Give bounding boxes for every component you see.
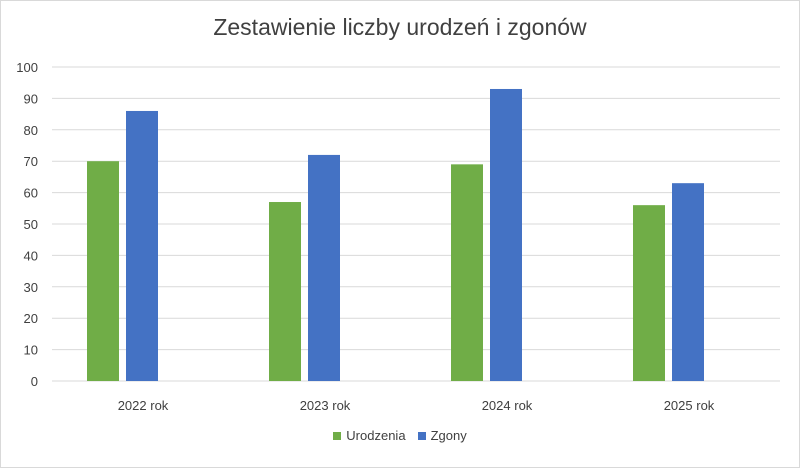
- chart-legend: Urodzenia Zgony: [0, 428, 800, 443]
- x-tick-label: 2024 rok: [482, 398, 533, 413]
- y-tick-label: 30: [24, 280, 38, 295]
- y-tick-label: 80: [24, 123, 38, 138]
- legend-swatch: [333, 431, 342, 440]
- bar-zgony-2: [308, 154, 340, 381]
- y-tick-label: 100: [16, 60, 38, 75]
- y-tick-label: 60: [24, 186, 38, 201]
- bar-zgony-4: [672, 183, 704, 381]
- legend-label: Urodzenia: [346, 428, 406, 443]
- x-tick-label: 2025 rok: [664, 398, 715, 413]
- bar-urodzenia-2: [269, 202, 301, 381]
- y-tick-label: 90: [24, 91, 38, 106]
- legend-item-zgony: Zgony: [417, 428, 467, 443]
- y-tick-label: 50: [24, 217, 38, 232]
- bar-zgony-3: [490, 88, 522, 381]
- bar-urodzenia-3: [451, 164, 483, 381]
- y-tick-label: 10: [24, 343, 38, 358]
- y-tick-label: 0: [31, 374, 38, 389]
- bar-zgony-1: [126, 110, 158, 382]
- y-tick-label: 40: [24, 248, 38, 263]
- y-tick-label: 70: [24, 154, 38, 169]
- y-tick-label: 20: [24, 311, 38, 326]
- chart-title: Zestawienie liczby urodzeń i zgonów: [213, 14, 587, 40]
- legend-swatch: [417, 431, 426, 440]
- x-tick-label: 2022 rok: [118, 398, 169, 413]
- x-tick-label: 2023 rok: [300, 398, 351, 413]
- legend-label: Zgony: [430, 428, 467, 443]
- bar-urodzenia-1: [87, 161, 119, 381]
- bar-urodzenia-4: [633, 205, 665, 381]
- legend-item-urodzenia: Urodzenia: [333, 428, 406, 443]
